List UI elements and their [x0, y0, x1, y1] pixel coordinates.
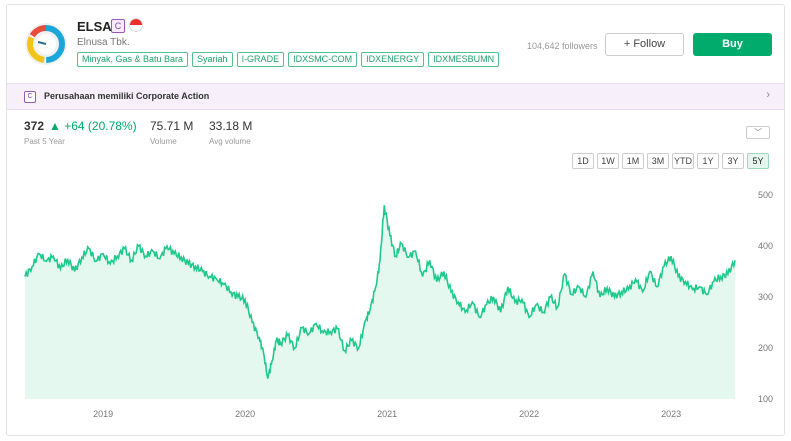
price-change: ▲ +64 (20.78%) — [49, 119, 137, 133]
period-label: Past 5 Year — [24, 137, 65, 146]
ticker-symbol: ELSA — [77, 19, 112, 34]
range-1d[interactable]: 1D — [572, 153, 594, 169]
x-tick-label: 2020 — [235, 409, 255, 419]
tag-sector[interactable]: Minyak, Gas & Batu Bara — [77, 52, 189, 67]
x-tick-label: 2022 — [519, 409, 539, 419]
range-1w[interactable]: 1W — [597, 153, 619, 169]
avg-volume-label: Avg volume — [209, 137, 251, 146]
company-name: Elnusa Tbk. — [77, 37, 130, 48]
x-axis: 2019 2020 2021 2022 2023 — [93, 409, 681, 419]
current-price: 372 — [24, 119, 45, 133]
tag-idxmesbumn[interactable]: IDXMESBUMN — [428, 52, 500, 67]
sector-tags: Minyak, Gas & Batu Bara Syariah I-GRADE … — [77, 52, 500, 67]
x-tick-label: 2019 — [93, 409, 113, 419]
corporate-action-icon: C — [24, 91, 36, 103]
y-tick-label: 400 — [758, 241, 773, 251]
corporate-action-badge: C — [111, 19, 125, 33]
price-chart[interactable]: 100 200 300 400 500 2019 2020 2021 2022 2023 — [23, 177, 776, 422]
chevron-down-icon[interactable]: ﹀ — [746, 126, 770, 139]
follow-button[interactable]: + Follow — [605, 33, 684, 56]
range-1m[interactable]: 1M — [622, 153, 644, 169]
tag-syariah[interactable]: Syariah — [192, 52, 233, 67]
y-tick-label: 500 — [758, 190, 773, 200]
x-tick-label: 2021 — [377, 409, 397, 419]
y-tick-label: 200 — [758, 343, 773, 353]
tag-igrade[interactable]: I-GRADE — [236, 52, 285, 67]
volume-value: 75.71 M — [150, 119, 194, 133]
y-tick-label: 300 — [758, 292, 773, 302]
range-3m[interactable]: 3M — [647, 153, 669, 169]
range-5y[interactable]: 5Y — [747, 153, 769, 169]
buy-button[interactable]: Buy — [693, 33, 772, 56]
y-tick-label: 100 — [758, 394, 773, 404]
range-selector: 1D 1W 1M 3M YTD 1Y 3Y 5Y — [572, 153, 769, 169]
corporate-action-banner[interactable]: C Perusahaan memiliki Corporate Action › — [7, 83, 784, 110]
stock-card: ELSA C Elnusa Tbk. Minyak, Gas & Batu Ba… — [6, 4, 785, 436]
tag-idxsmc[interactable]: IDXSMC-COM — [288, 52, 358, 67]
followers-count: 104,642 followers — [527, 41, 598, 51]
elnusa-logo-icon — [25, 23, 67, 65]
range-3y[interactable]: 3Y — [722, 153, 744, 169]
volume-label: Volume — [150, 137, 177, 146]
range-1y[interactable]: 1Y — [697, 153, 719, 169]
range-ytd[interactable]: YTD — [672, 153, 694, 169]
price-line — [24, 205, 736, 379]
y-axis: 100 200 300 400 500 — [758, 190, 773, 404]
corporate-action-text: Perusahaan memiliki Corporate Action — [44, 91, 210, 101]
tag-idxenergy[interactable]: IDXENERGY — [361, 52, 425, 67]
price-area-fill — [25, 205, 735, 399]
x-tick-label: 2023 — [661, 409, 681, 419]
indonesia-flag-icon — [129, 18, 143, 32]
avg-volume-value: 33.18 M — [209, 119, 253, 133]
chevron-right-icon[interactable]: › — [766, 89, 770, 101]
